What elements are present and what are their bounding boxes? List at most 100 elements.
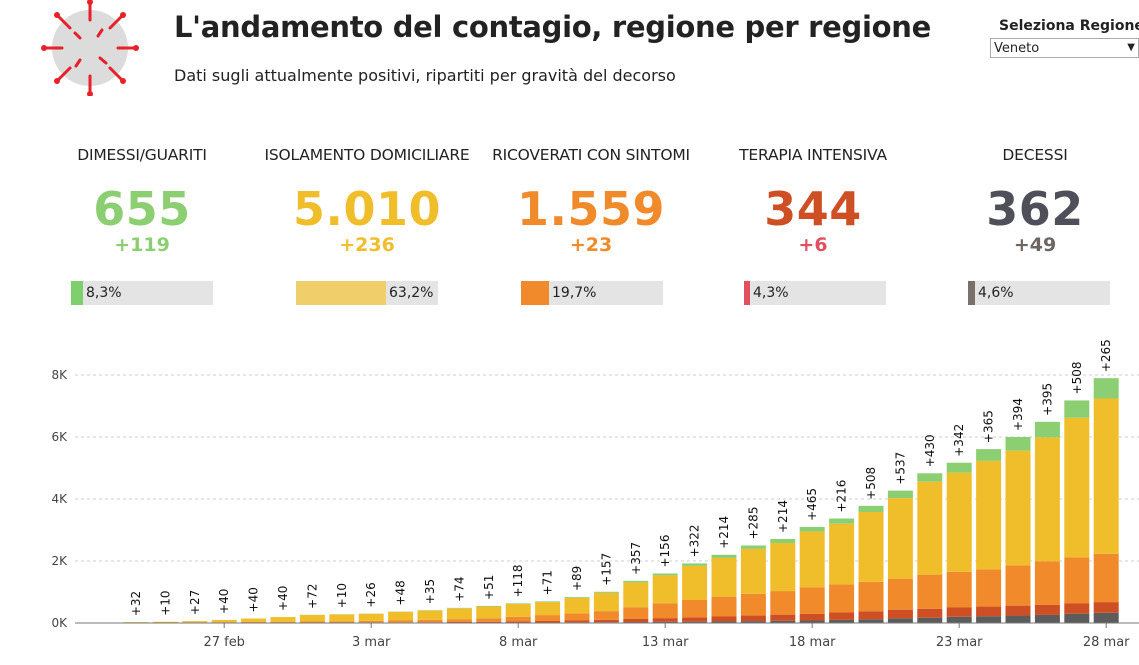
x-tick-label: 3 mar <box>352 635 391 650</box>
kpi-label: DECESSI <box>1002 145 1068 164</box>
bar-data-label: +214 <box>776 500 790 533</box>
bar-data-label: +394 <box>1011 398 1025 431</box>
bar-data-label: +10 <box>335 583 349 608</box>
bar-segment-terapia <box>682 617 708 622</box>
region-select-label: Seleziona Regione <box>999 18 1139 34</box>
bar-segment-ricoverati <box>711 596 737 617</box>
kpi-value: 362 <box>986 182 1084 236</box>
bar-data-label: +10 <box>158 590 172 615</box>
kpi-pct-label: 4,6% <box>978 285 1014 301</box>
bar-data-label: +157 <box>599 553 613 586</box>
bar-segment-dimessi <box>711 554 737 558</box>
bar-data-label: +508 <box>864 467 878 500</box>
bar-segment-decessi <box>740 621 766 623</box>
bar-segment-isolamento <box>652 575 678 604</box>
bar-segment-terapia <box>740 615 766 622</box>
bar-segment-ricoverati <box>682 599 708 618</box>
kpi-label: RICOVERATI CON SINTOMI <box>492 145 690 164</box>
x-tick-label: 13 mar <box>642 635 689 650</box>
region-select[interactable]: Veneto ▼ <box>990 38 1139 58</box>
bar-segment-isolamento <box>329 614 355 622</box>
bar-data-label: +465 <box>805 488 819 521</box>
y-tick-label: 4K <box>51 492 68 506</box>
bar-segment-ricoverati <box>417 619 443 623</box>
bar-segment-isolamento <box>388 611 414 621</box>
bar-data-label: +27 <box>188 590 202 615</box>
kpi-pct-bar: 19,7% <box>521 281 663 305</box>
bar-data-label: +357 <box>629 542 643 575</box>
bar-segment-terapia <box>1064 603 1090 614</box>
kpi-label: DIMESSI/GUARITI <box>77 145 207 164</box>
kpi-card-isolamento: ISOLAMENTO DOMICILIARE 5.010 +236 <box>262 132 472 262</box>
bar-segment-decessi <box>770 620 796 623</box>
bar-data-label: +32 <box>129 591 143 616</box>
bar-segment-ricoverati <box>917 574 943 609</box>
bar-segment-dimessi <box>887 490 913 499</box>
kpi-delta: +23 <box>569 234 613 256</box>
kpi-value: 1.559 <box>516 182 665 236</box>
kpi-label: ISOLAMENTO DOMICILIARE <box>264 145 470 164</box>
kpi-delta: +236 <box>339 234 395 256</box>
bar-segment-isolamento <box>299 614 325 622</box>
kpi-delta: +6 <box>798 234 828 256</box>
bar-segment-isolamento <box>505 604 531 617</box>
bar-segment-terapia <box>593 619 619 623</box>
x-tick-label: 23 mar <box>936 635 983 650</box>
bar-segment-ricoverati <box>358 620 384 623</box>
bar-segment-dimessi <box>623 580 649 583</box>
bar-segment-ricoverati <box>270 621 296 623</box>
bar-segment-ricoverati <box>211 622 237 623</box>
bar-segment-decessi <box>1064 613 1090 623</box>
bar-segment-isolamento <box>858 512 884 582</box>
bar-segment-terapia <box>1005 605 1031 616</box>
bar-segment-decessi <box>799 620 825 623</box>
bar-segment-terapia <box>799 613 825 621</box>
bar-segment-terapia <box>1093 602 1119 613</box>
bar-segment-dimessi <box>946 462 972 473</box>
bar-segment-dimessi <box>564 597 590 598</box>
bar-segment-ricoverati <box>829 584 855 613</box>
bar-segment-terapia <box>1034 604 1060 615</box>
bar-segment-dimessi <box>858 505 884 513</box>
bar-segment-decessi <box>652 621 678 623</box>
kpi-pct-fill <box>296 281 386 305</box>
bar-segment-terapia <box>946 607 972 617</box>
bar-data-label: +74 <box>452 577 466 602</box>
y-tick-label: 8K <box>51 368 68 382</box>
bar-segment-ricoverati <box>858 581 884 612</box>
bar-segment-isolamento <box>241 618 267 622</box>
bar-data-label: +71 <box>541 570 555 595</box>
bar-data-label: +265 <box>1099 339 1113 372</box>
bar-segment-terapia <box>535 620 561 623</box>
kpi-pct-bar: 4,3% <box>744 281 886 305</box>
bar-segment-ricoverati <box>623 607 649 619</box>
bar-segment-terapia <box>829 612 855 620</box>
kpi-pct-fill <box>521 281 549 305</box>
x-tick-label: 27 feb <box>203 635 245 650</box>
bar-segment-ricoverati <box>1064 557 1090 604</box>
bar-data-label: +35 <box>423 579 437 604</box>
stacked-bar-chart: 0K 2K 4K 6K 8K +32 +10 +27 +40 +40 +40 +72 +10 +26 +48… <box>51 339 1139 650</box>
bar-segment-ricoverati <box>535 615 561 621</box>
bar-segment-decessi <box>976 616 1002 623</box>
bar-segment-decessi <box>946 616 972 623</box>
kpi-delta: +49 <box>1013 234 1057 256</box>
bar-segment-dimessi <box>1005 437 1031 451</box>
kpi-pct-label: 4,3% <box>753 285 789 301</box>
x-tick-label: 8 mar <box>499 635 538 650</box>
bar-segment-terapia <box>770 614 796 621</box>
kpi-pct-fill <box>968 281 975 305</box>
kpi-value: 344 <box>764 182 862 236</box>
bar-segment-isolamento <box>535 602 561 616</box>
bar-data-label: +118 <box>511 564 525 597</box>
bar-segment-ricoverati <box>446 619 472 622</box>
bar-segment-ricoverati <box>564 613 590 621</box>
bar-segment-isolamento <box>682 565 708 600</box>
bar-segment-terapia <box>564 620 590 623</box>
bar-segment-isolamento <box>829 523 855 585</box>
bar-data-label: +537 <box>893 452 907 485</box>
kpi-pct-fill <box>744 281 750 305</box>
bar-segment-isolamento <box>740 548 766 594</box>
bar-data-label: +322 <box>688 524 702 557</box>
bar-segment-decessi <box>917 617 943 623</box>
